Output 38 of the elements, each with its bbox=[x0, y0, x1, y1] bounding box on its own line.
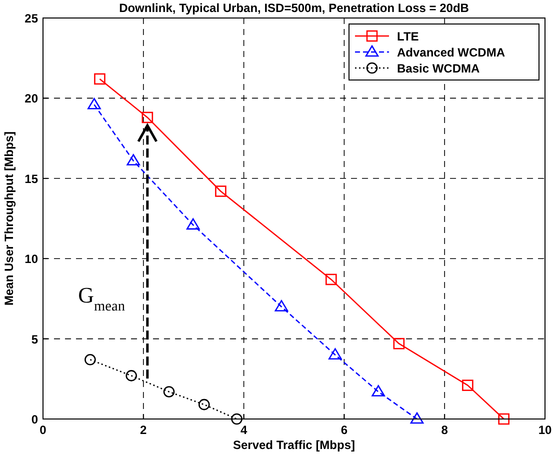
legend-label: LTE bbox=[397, 30, 419, 44]
legend-label: Advanced WCDMA bbox=[397, 46, 506, 60]
y-tick-label: 20 bbox=[24, 92, 38, 106]
point bbox=[215, 186, 226, 197]
point bbox=[328, 348, 342, 360]
x-tick-label: 2 bbox=[140, 423, 148, 437]
point bbox=[393, 338, 405, 350]
point bbox=[498, 413, 510, 425]
x-axis-title: Served Traffic [Mbps] bbox=[232, 438, 356, 452]
point bbox=[186, 218, 200, 230]
y-axis-title: Mean User Throughput [Mbps] bbox=[2, 132, 16, 306]
point bbox=[94, 73, 106, 85]
point bbox=[231, 413, 242, 425]
point bbox=[274, 300, 288, 312]
legend-label: Basic WCDMA bbox=[397, 62, 480, 76]
point bbox=[126, 370, 137, 382]
y-tick-label: 25 bbox=[24, 12, 38, 26]
chart-title: Downlink, Typical Urban, ISD=500m, Penetration Loss = 20dB bbox=[119, 1, 470, 15]
y-tick-label: 15 bbox=[24, 172, 38, 186]
point bbox=[142, 112, 154, 124]
y-tick-label: 5 bbox=[31, 332, 38, 346]
x-tick-label: 10 bbox=[538, 423, 552, 437]
point bbox=[198, 398, 210, 410]
x-tick-label: 8 bbox=[441, 423, 448, 437]
y-tick-label: 10 bbox=[24, 252, 38, 266]
point bbox=[126, 154, 140, 166]
point bbox=[88, 98, 101, 110]
point bbox=[326, 274, 337, 286]
point bbox=[163, 386, 175, 398]
x-tick-label: 4 bbox=[240, 423, 248, 437]
y-tick-label: 0 bbox=[31, 412, 38, 426]
x-tick-label: 6 bbox=[340, 423, 348, 437]
point bbox=[410, 412, 424, 424]
point bbox=[462, 380, 474, 391]
point bbox=[84, 354, 96, 366]
x-tick-label: 0 bbox=[40, 423, 47, 437]
point bbox=[372, 385, 385, 396]
annotation: G$_{mean}$ bbox=[78, 282, 125, 315]
